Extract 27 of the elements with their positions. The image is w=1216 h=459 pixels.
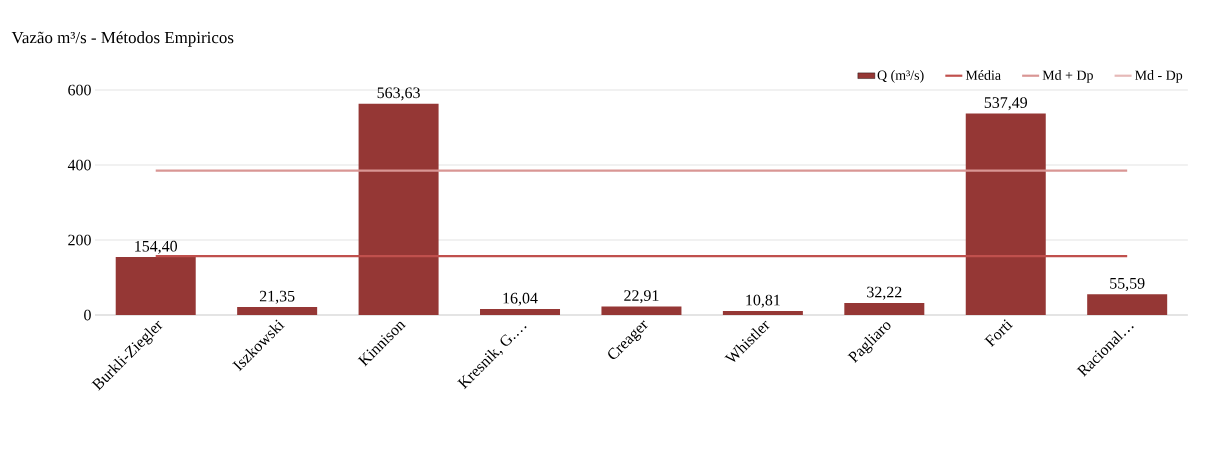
bar xyxy=(965,113,1046,315)
data-label: 22,91 xyxy=(624,290,659,304)
y-tick-label: 600 xyxy=(68,84,91,96)
bar xyxy=(480,308,561,315)
data-label: 21,35 xyxy=(259,290,295,304)
data-label: 563,63 xyxy=(377,87,420,101)
data-label: 32,22 xyxy=(867,286,902,300)
legend-label: Md - Dp xyxy=(1135,70,1183,83)
data-label: 154,40 xyxy=(135,240,178,254)
bar xyxy=(722,310,803,315)
bar xyxy=(358,103,439,315)
data-label: 537,49 xyxy=(984,97,1028,111)
legend-label: Md + Dp xyxy=(1042,70,1093,83)
bar xyxy=(115,257,196,315)
legend-label: Média xyxy=(965,70,1001,80)
y-tick-label: 0 xyxy=(84,309,91,321)
y-tick-label: 400 xyxy=(67,159,91,171)
y-tick-label: 200 xyxy=(68,234,91,246)
bar xyxy=(601,306,682,315)
data-label: 16,04 xyxy=(503,292,538,306)
chart-title: Vazão m³/s - Métodos Empiricos xyxy=(11,31,234,47)
data-label: 10,81 xyxy=(746,294,780,308)
bar xyxy=(844,302,925,315)
bar xyxy=(237,307,318,315)
data-label: 55,59 xyxy=(1110,277,1145,291)
legend-label: Q (m³/s) xyxy=(877,70,924,83)
bar xyxy=(1087,294,1168,315)
